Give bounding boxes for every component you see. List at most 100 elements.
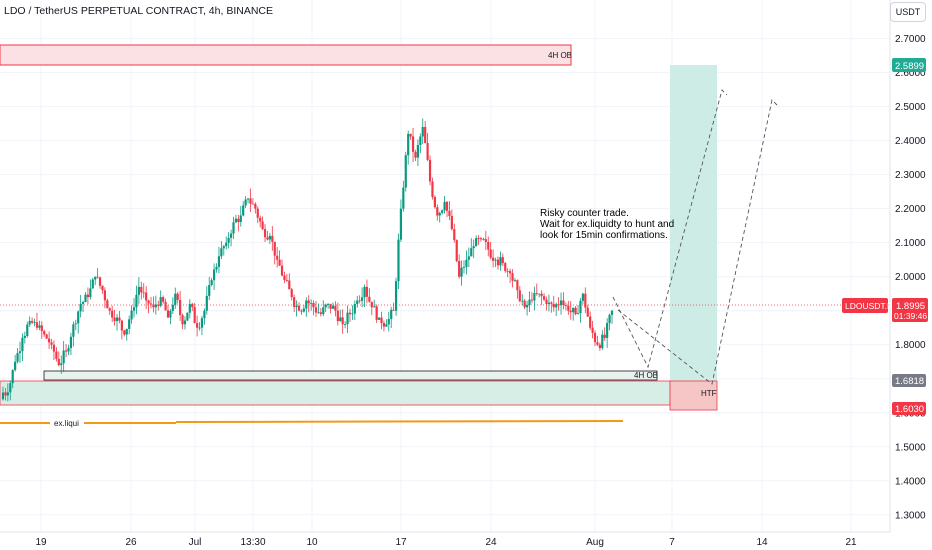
candle-body — [210, 280, 213, 285]
candle-body — [310, 302, 313, 304]
candle-body — [470, 248, 473, 257]
candle-body — [26, 324, 29, 336]
candle-body — [433, 196, 436, 208]
candle-body — [530, 299, 534, 301]
candle-body — [169, 310, 172, 318]
candle-body — [50, 342, 53, 345]
candle-body — [382, 323, 386, 327]
candle-body — [162, 297, 165, 302]
candle-body — [327, 303, 330, 305]
candle-body — [377, 317, 381, 320]
candle-body — [419, 136, 422, 146]
candle-body — [89, 288, 92, 298]
candle-body — [55, 351, 58, 359]
candle-body — [494, 259, 497, 261]
candle-body — [232, 222, 235, 234]
x-tick-label: 14 — [756, 537, 768, 548]
candle-body — [123, 330, 126, 335]
candle-body — [14, 361, 17, 371]
position-target-zone[interactable] — [670, 65, 717, 381]
candle-body — [6, 392, 9, 396]
candle-body — [606, 323, 609, 338]
candle-body — [336, 310, 339, 322]
candle-body — [542, 296, 546, 300]
candle-body — [16, 353, 19, 362]
candle-body — [596, 342, 599, 345]
candle-body — [198, 327, 201, 329]
candle-body — [113, 317, 116, 322]
currency-button[interactable]: USDT — [890, 2, 926, 22]
candle-body — [368, 296, 371, 302]
candle-body — [506, 270, 509, 272]
candle-body — [137, 286, 140, 295]
candle-body — [559, 300, 563, 306]
candle-body — [407, 133, 410, 156]
candle-body — [584, 293, 587, 308]
candle-body — [436, 207, 439, 216]
candle-body — [171, 304, 174, 311]
ob-bottom-zone[interactable] — [43, 370, 658, 381]
candle-body — [225, 242, 228, 247]
candle-body — [290, 289, 293, 298]
candle-body — [492, 257, 495, 261]
candle-body — [392, 309, 395, 311]
candle-body — [285, 280, 288, 281]
candle-body — [547, 302, 551, 304]
candle-body — [411, 136, 415, 152]
x-tick-label: 19 — [35, 537, 47, 548]
candle-body — [385, 324, 388, 327]
htf-zone-green[interactable] — [0, 380, 671, 406]
candle-body — [11, 370, 14, 384]
exliq-line-b[interactable] — [175, 420, 624, 423]
candle-body — [322, 307, 325, 315]
x-tick-label: 10 — [306, 537, 318, 548]
candle-body — [40, 325, 43, 332]
candle-body — [399, 208, 403, 240]
candle-body — [482, 239, 485, 240]
x-tick-label: 13:30 — [240, 537, 265, 548]
candle-body — [591, 327, 594, 333]
candle-body — [288, 280, 291, 290]
candle-body — [43, 331, 46, 335]
y-tick-label: 2.3000 — [895, 170, 926, 181]
candle-body — [562, 300, 565, 306]
candle-body — [60, 363, 63, 366]
candle-body — [166, 310, 170, 318]
ob-top-zone[interactable] — [0, 44, 572, 66]
annotation-line-2: Wait for ex.liquidty to hunt and — [540, 219, 674, 230]
projected-path-b[interactable] — [617, 99, 778, 385]
htf-zone[interactable] — [669, 380, 718, 411]
candle-body — [324, 304, 327, 308]
candle-body — [426, 142, 429, 160]
candle-body — [608, 314, 611, 324]
candle-body — [601, 334, 604, 349]
candle-body — [176, 293, 179, 300]
candle-body — [489, 249, 492, 258]
candle-body — [254, 203, 257, 209]
candle-body — [157, 304, 160, 306]
candle-body — [360, 297, 364, 301]
candle-body — [249, 198, 252, 204]
candle-body — [424, 127, 427, 143]
ob-top-zone-label: 4H OB — [548, 51, 572, 60]
candle-body — [108, 308, 111, 311]
candle-body — [567, 305, 570, 311]
candle-body — [521, 300, 524, 302]
candle-body — [72, 324, 75, 337]
candle-body — [98, 277, 102, 286]
x-tick-label: Aug — [586, 537, 604, 548]
candle-body — [154, 304, 157, 308]
candle-body — [135, 294, 138, 308]
y-tick-label: 2.0000 — [895, 272, 926, 283]
y-tick-label: 1.3000 — [895, 510, 926, 521]
candle-body — [363, 286, 366, 298]
exliq-label: ex.liqui — [54, 419, 79, 428]
mid-price-badge-text: 1.6818 — [895, 376, 924, 387]
candle-body — [479, 238, 483, 240]
y-axis-ticks: 2.7000 2.6000 2.5000 2.4000 2.3000 2.2000 2.10… — [895, 34, 926, 521]
candle-body — [181, 315, 184, 325]
candle-body — [351, 313, 354, 315]
candle-body — [346, 312, 349, 325]
